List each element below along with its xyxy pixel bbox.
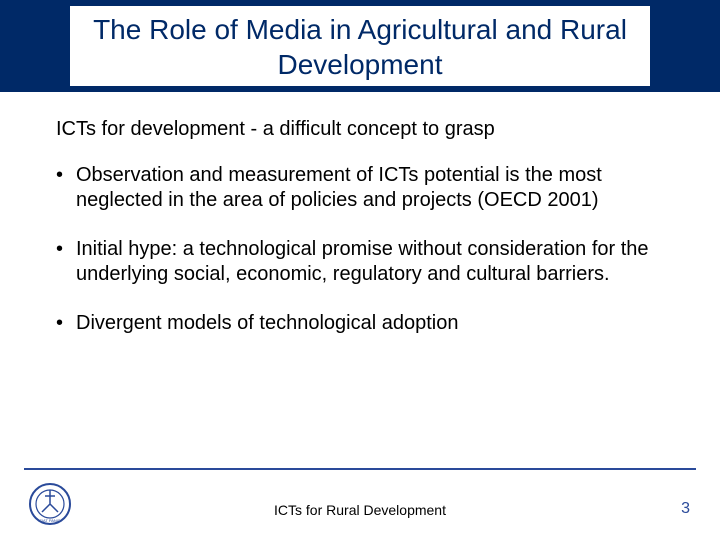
title-bar: The Role of Media in Agricultural and Ru… [0,0,720,92]
page-number: 3 [681,500,690,518]
bullet-item: Observation and measurement of ICTs pote… [56,163,664,213]
footer-divider [24,468,696,470]
content-region: ICTs for development - a difficult conce… [0,92,720,336]
svg-text:FIAT PANIS: FIAT PANIS [39,518,60,523]
bullet-list: Observation and measurement of ICTs pote… [56,163,664,336]
slide-title: The Role of Media in Agricultural and Ru… [70,12,650,82]
slide-subhead: ICTs for development - a difficult conce… [56,118,664,141]
bullet-item: Divergent models of technological adopti… [56,311,664,336]
title-inner: The Role of Media in Agricultural and Ru… [70,6,650,86]
bullet-item: Initial hype: a technological promise wi… [56,237,664,287]
footer: FIAT PANIS ICTs for Rural Development 3 [0,468,720,540]
fao-logo-icon: FIAT PANIS [28,482,72,526]
footer-title: ICTs for Rural Development [274,502,446,518]
